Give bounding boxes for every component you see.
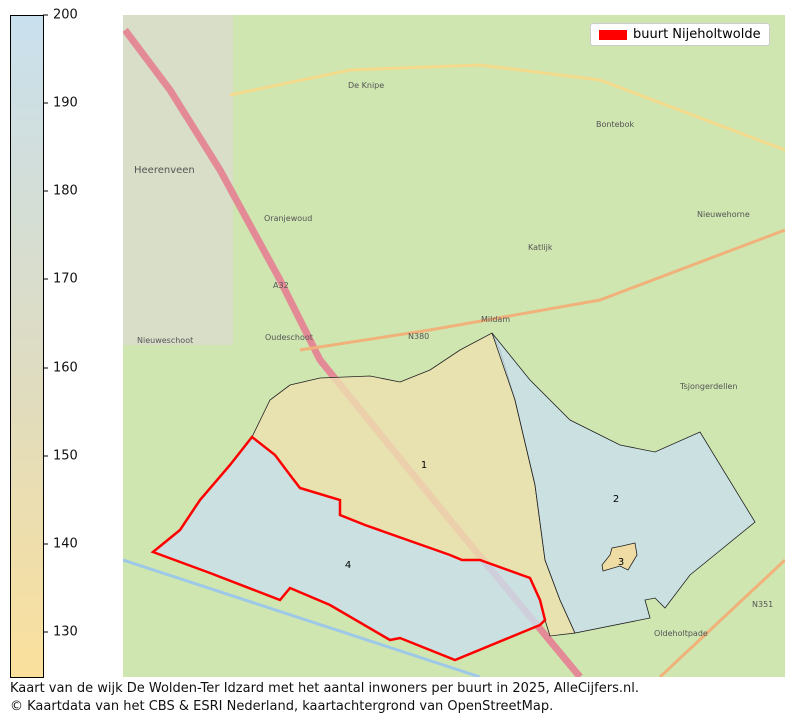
colorbar-tick: 170 xyxy=(43,272,78,287)
colorbar-tick: 200 xyxy=(43,8,78,23)
urban-area xyxy=(123,15,233,345)
region-3[interactable] xyxy=(601,542,638,572)
map[interactable]: 1 2 3 4 Heerenveen De Knipe Bontebok Oranjewou… xyxy=(123,15,785,677)
place-label: N380 xyxy=(408,332,429,341)
colorbar-tick: 130 xyxy=(43,624,78,639)
place-label: Bontebok xyxy=(596,120,634,129)
place-label: Nieuweschoot xyxy=(137,336,193,345)
place-label: Oranjewoud xyxy=(264,214,312,223)
place-label: A32 xyxy=(273,281,289,290)
road-n380 xyxy=(299,228,785,352)
place-label: De Knipe xyxy=(348,81,384,90)
legend-swatch xyxy=(599,29,627,40)
caption-line-1: Kaart van de wijk De Wolden-Ter Idzard m… xyxy=(10,681,639,696)
place-label: N351 xyxy=(752,600,773,609)
legend-label: buurt Nijeholtwolde xyxy=(633,27,761,42)
region-2[interactable] xyxy=(491,332,756,634)
colorbar-tick: 140 xyxy=(43,536,78,551)
colorbar-tick: 190 xyxy=(43,96,78,111)
colorbar-tick: 180 xyxy=(43,184,78,199)
region-label: 2 xyxy=(613,494,619,505)
place-label: Tsjongerdellen xyxy=(679,382,738,391)
road-n351 xyxy=(658,558,785,677)
place-label: Mildam xyxy=(481,315,510,324)
region-label: 3 xyxy=(618,557,624,568)
colorbar xyxy=(10,15,44,678)
region-label: 1 xyxy=(421,460,427,471)
road xyxy=(229,63,785,152)
place-label: Nieuwehorne xyxy=(697,210,750,219)
caption-line-2: © Kaartdata van het CBS & ESRI Nederland… xyxy=(10,699,554,714)
colorbar-tick: 160 xyxy=(43,360,78,375)
region-4[interactable] xyxy=(150,435,547,662)
colorbar-tick: 150 xyxy=(43,448,78,463)
place-label: Heerenveen xyxy=(134,165,195,176)
canal-schipsloot xyxy=(123,558,481,677)
region-label: 4 xyxy=(345,560,351,571)
place-label: Oudeschoot xyxy=(265,333,313,342)
place-label: Oldeholtpade xyxy=(654,629,708,638)
legend: buurt Nijeholtwolde xyxy=(590,23,770,46)
place-label: Katlijk xyxy=(528,243,553,252)
